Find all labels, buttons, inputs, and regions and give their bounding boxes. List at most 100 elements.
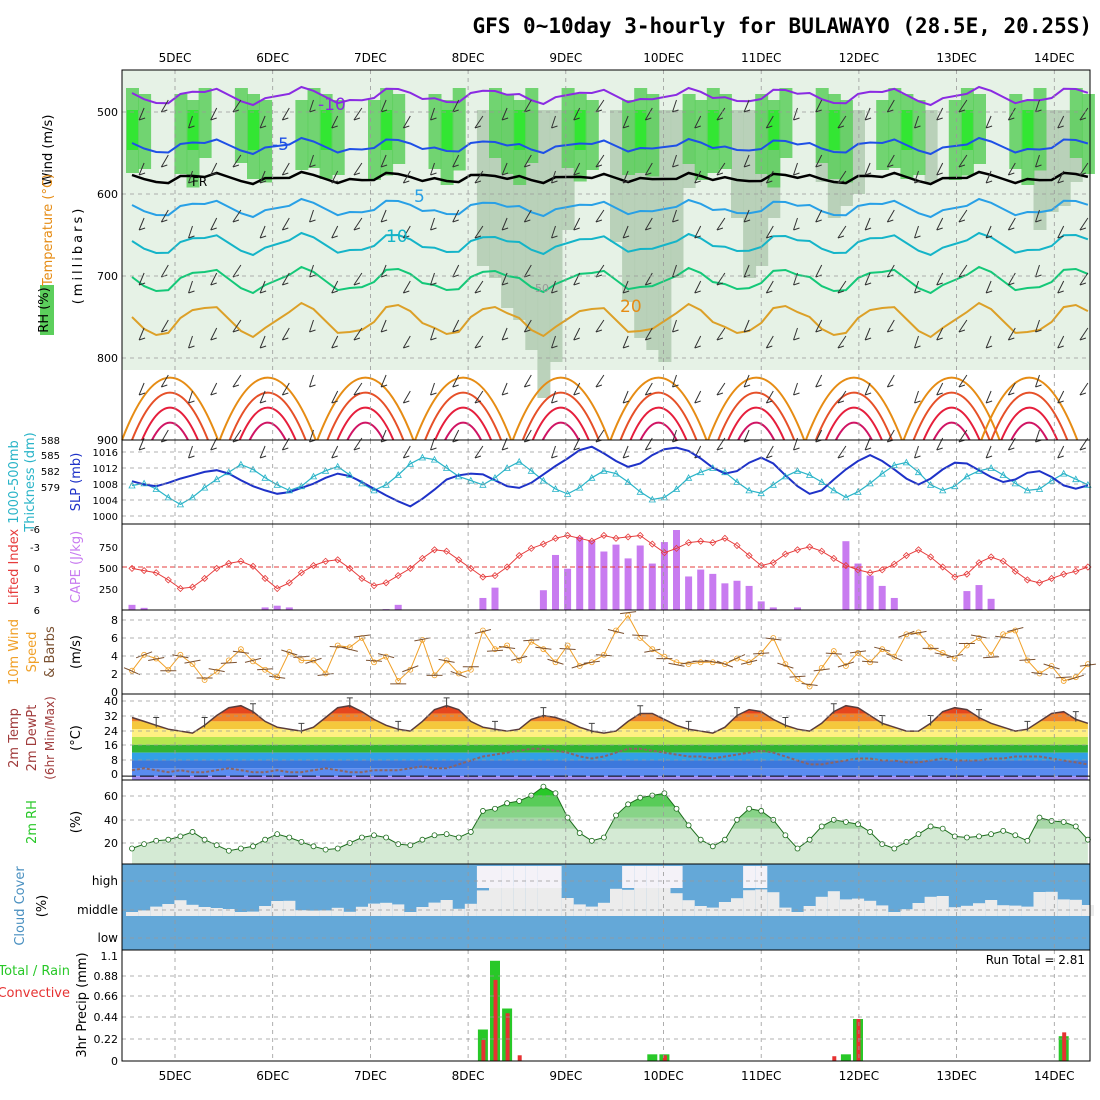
- cape-bar: [624, 558, 632, 610]
- thickness-point: [926, 480, 935, 488]
- cape-bar: [479, 597, 487, 610]
- surface-temp-dome: [619, 391, 698, 441]
- upper-wind-barb: [914, 390, 921, 404]
- rh-tick: 40: [104, 814, 118, 827]
- surface-temp-dome: [980, 376, 1079, 441]
- lifted-index-point: [285, 579, 293, 587]
- rh-2m-point: [637, 794, 644, 801]
- cape-bar: [963, 591, 971, 610]
- upper-wind-barb: [694, 280, 702, 294]
- upper-wind-barb: [331, 390, 339, 404]
- cloud-middle-block: [259, 906, 272, 916]
- wind-barb: [269, 675, 286, 679]
- upper-wind-barb: [523, 319, 532, 333]
- date-label-bottom: 7DEC: [354, 1069, 387, 1083]
- wind-speed-point: [141, 651, 148, 658]
- rh-green-patch: [646, 94, 660, 177]
- rh-2m-point: [988, 831, 994, 838]
- thickness-point: [321, 466, 330, 474]
- rh-2m-point: [504, 800, 511, 807]
- surface-temp-dome: [414, 376, 513, 441]
- lifted-index-point: [455, 556, 463, 564]
- surface-temp-dome: [717, 391, 796, 441]
- rh-2m-point: [274, 831, 281, 838]
- wind-barb: [220, 661, 237, 664]
- upper-wind-barb: [1007, 382, 1016, 396]
- cloud-middle-block: [1021, 906, 1034, 916]
- rh-green-patch: [755, 94, 769, 174]
- temp-label-1: 2m Temp: [7, 708, 22, 768]
- rh-2m-point: [322, 846, 329, 853]
- surface-temp-dome: [932, 421, 971, 441]
- thickness-tick: 585: [41, 451, 60, 462]
- cloud-middle-block: [537, 886, 550, 916]
- upper-wind-barb: [501, 162, 509, 176]
- surface-temp-dome: [444, 421, 482, 441]
- lifted-index-point: [515, 551, 523, 560]
- wind-speed-point: [213, 668, 220, 675]
- wind-barb: [135, 651, 153, 659]
- upper-wind-barb: [430, 107, 437, 121]
- rh-2m-point: [262, 836, 269, 843]
- upper-wind-barb: [1079, 327, 1089, 341]
- wind-barb: [595, 654, 612, 657]
- wind-speed-point: [298, 657, 305, 664]
- upper-wind-barb: [188, 225, 195, 239]
- upper-wind-barb: [501, 272, 509, 286]
- lifted-index-point: [733, 541, 741, 550]
- wind-speed-point: [564, 642, 571, 649]
- contour-label-fr: FR: [192, 175, 207, 189]
- upper-wind-barb: [864, 272, 872, 286]
- upper-wind-barb: [259, 170, 267, 184]
- rh-2m-point: [225, 847, 232, 854]
- upper-wind-barb: [573, 107, 581, 121]
- upper-wind-barb: [914, 335, 921, 349]
- upper-wind-barb: [501, 382, 509, 396]
- upper-wind-barb: [551, 170, 558, 184]
- cloud-middle-block: [694, 906, 707, 916]
- lifted-index-point: [273, 584, 281, 593]
- upper-wind-barb: [188, 335, 195, 349]
- precip-label-total: Total / Rain: [0, 964, 70, 979]
- upper-label-temperature: Temperature (°C): [41, 174, 56, 287]
- lifted-index-point: [394, 572, 402, 580]
- thickness-point: [1011, 479, 1019, 487]
- wind-barb: [450, 670, 467, 678]
- upper-wind-barb: [1007, 272, 1016, 286]
- cloud-middle-block: [452, 908, 465, 916]
- upper-wind-barb: [716, 272, 726, 286]
- upper-wind-barb: [672, 209, 679, 223]
- rh-bright-patch: [248, 110, 259, 150]
- cloud-middle-block: [1057, 899, 1070, 916]
- upper-wind-barb: [765, 115, 774, 129]
- slp-tick: 1004: [93, 496, 118, 507]
- precip-conv-bar: [832, 1056, 837, 1061]
- surface-temp-dome: [804, 376, 903, 441]
- date-label-bottom: 8DEC: [452, 1069, 485, 1083]
- rh-2m-point: [358, 834, 365, 841]
- cape-bar: [552, 554, 559, 610]
- thickness-label-2: Thickness (dm): [23, 432, 38, 532]
- upper-wind-barb: [259, 115, 267, 129]
- thickness-point: [551, 485, 560, 492]
- cloud-middle-block: [803, 906, 816, 916]
- precip-tick: 0.66: [94, 990, 119, 1003]
- lifted-index-point: [140, 567, 148, 575]
- wind-barb: [281, 649, 298, 656]
- surface-temp-dome: [814, 391, 893, 441]
- contour-20: [131, 301, 1089, 339]
- upper-wind-barb: [644, 107, 653, 121]
- upper-wind-barb: [474, 280, 484, 294]
- upper-wind-barb: [353, 162, 363, 176]
- temp-label-2: 2m DewPt: [25, 705, 40, 772]
- thickness-point: [164, 493, 172, 501]
- cloud-middle-block: [997, 905, 1010, 916]
- thickness-point: [370, 486, 378, 494]
- cape-bar: [648, 563, 656, 610]
- temp-minmax-whisker: [637, 705, 644, 716]
- cloud-middle-block: [331, 907, 344, 916]
- date-label-bottom: 12DEC: [839, 1069, 879, 1083]
- rh-2m-point: [782, 832, 789, 839]
- lifted-index-point: [430, 546, 439, 554]
- thickness-tick: 582: [41, 467, 60, 478]
